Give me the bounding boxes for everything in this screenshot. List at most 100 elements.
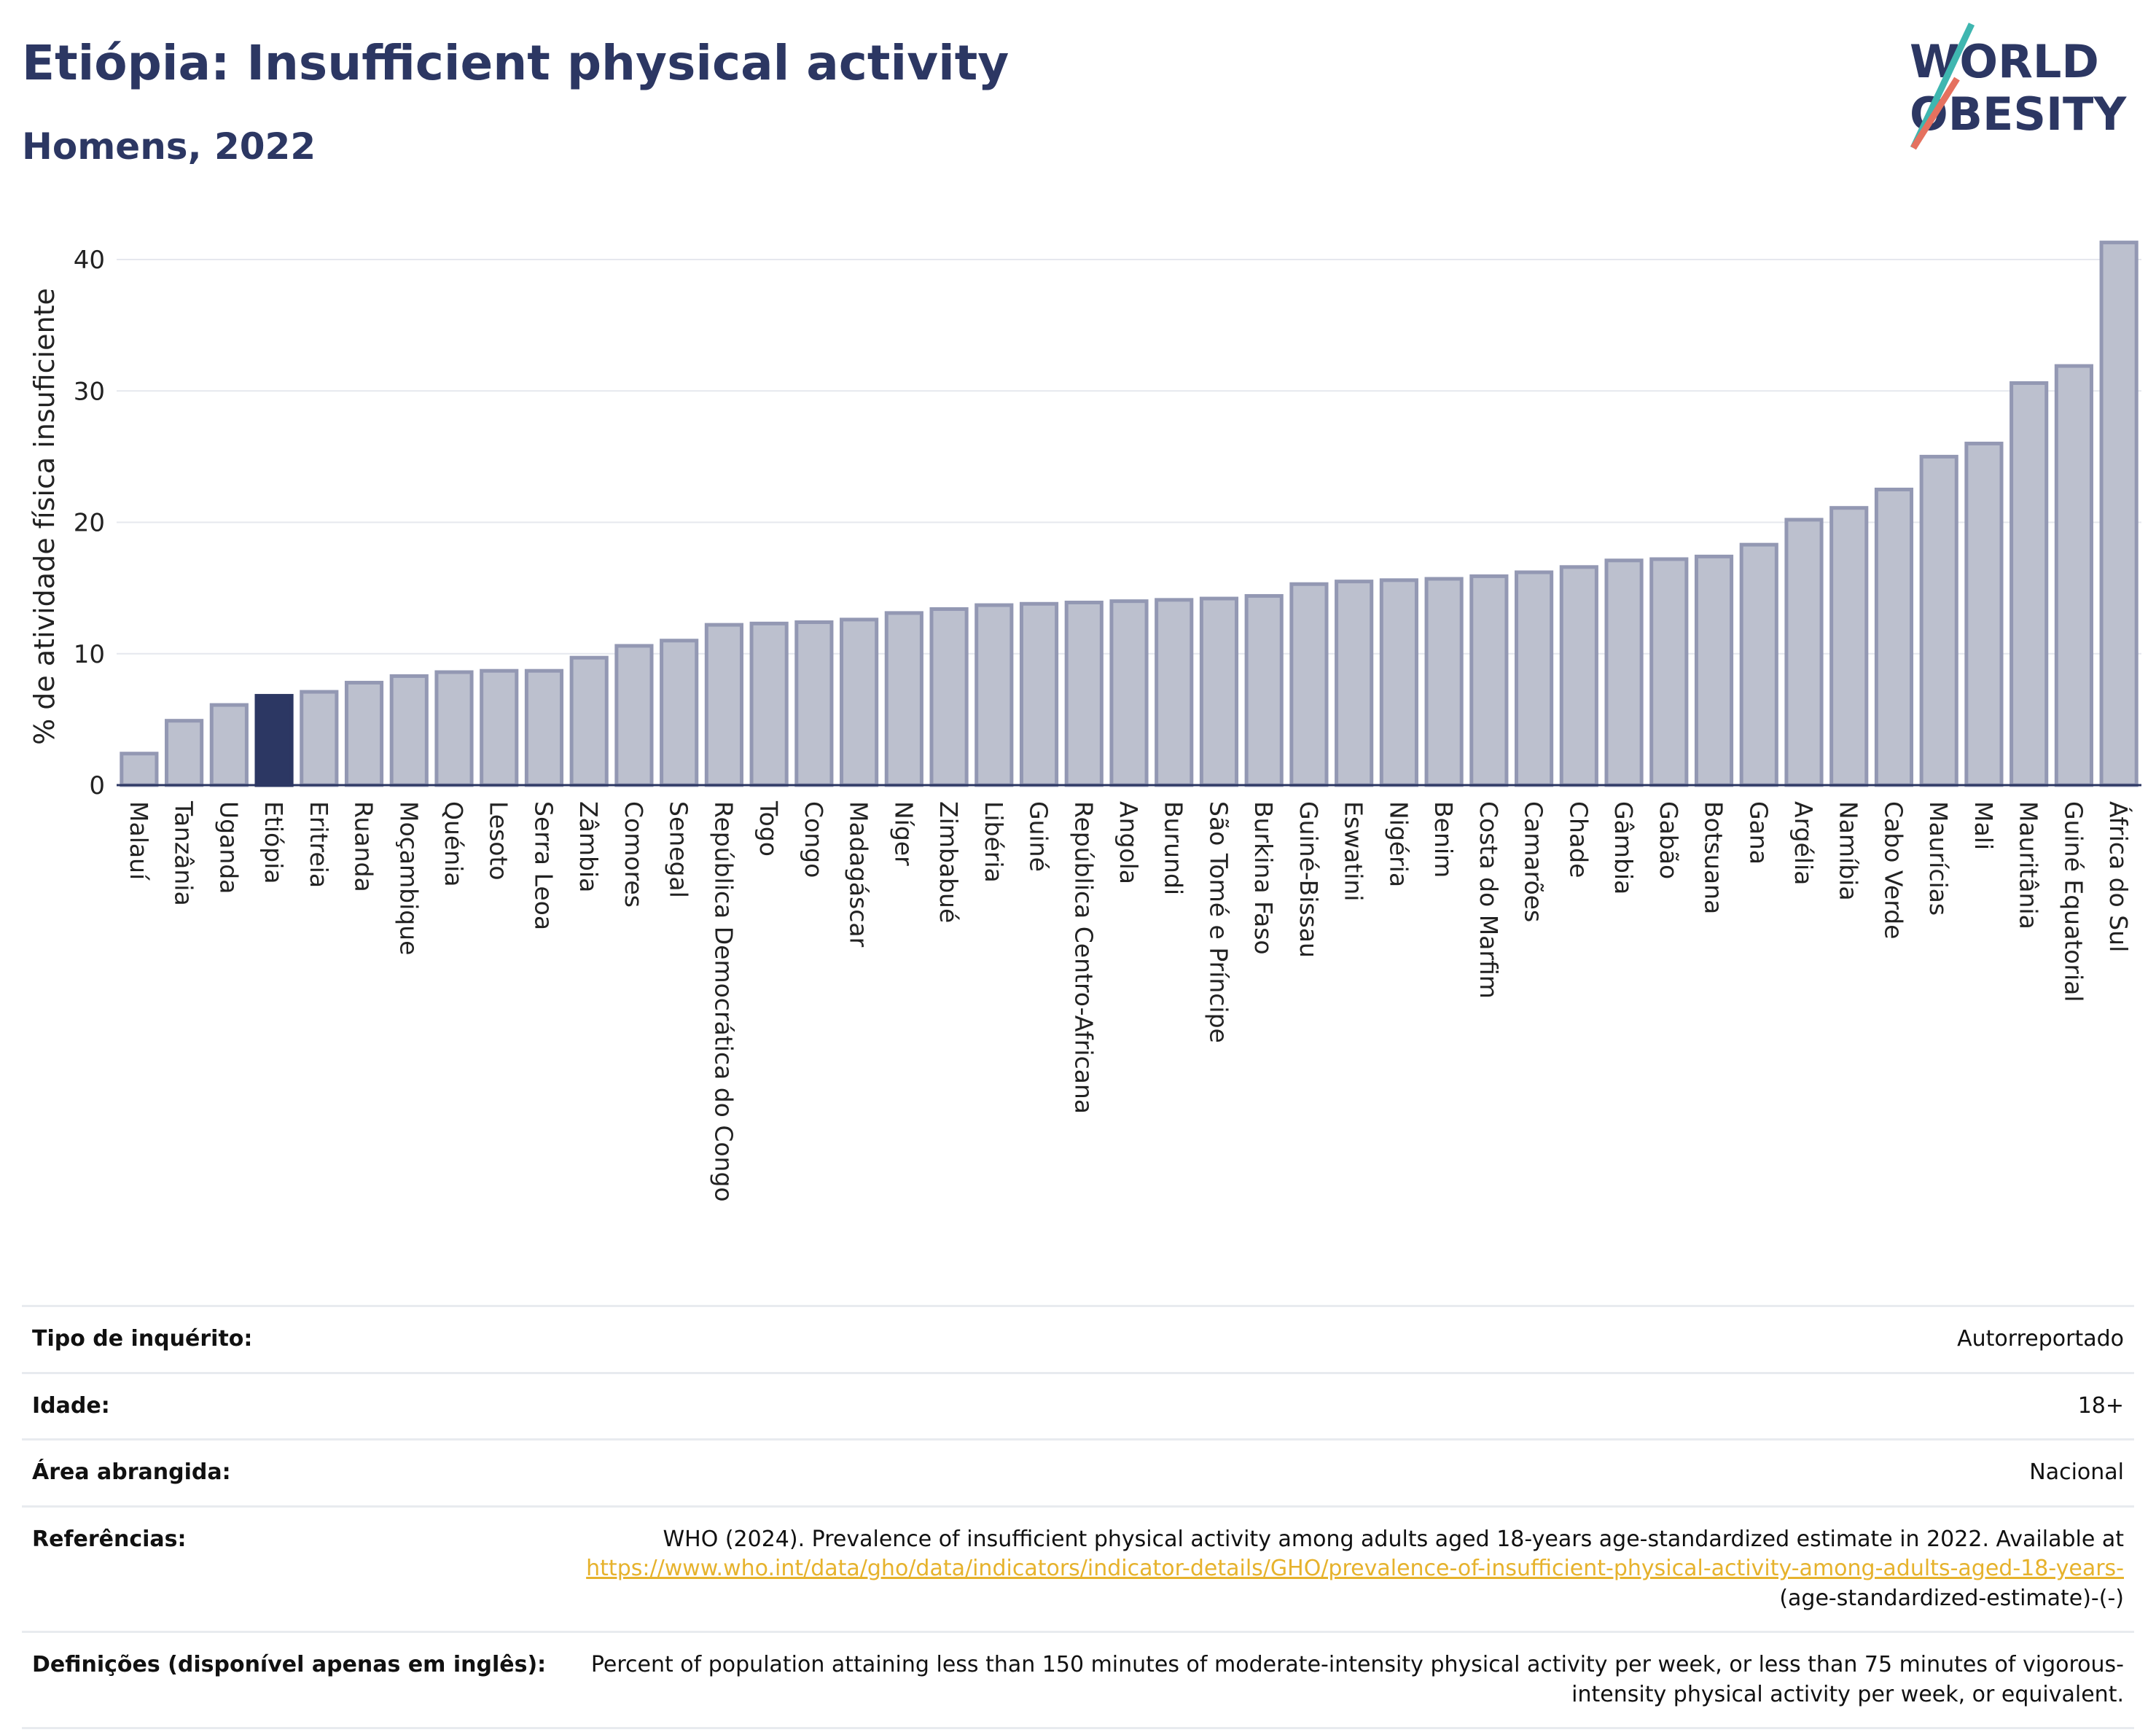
- bar: [524, 668, 564, 787]
- bar: [840, 617, 879, 787]
- info-label: Definições (disponível apenas em inglês)…: [22, 1631, 557, 1729]
- bar: [2099, 241, 2139, 787]
- x-tick-label: Gana: [1744, 801, 1773, 865]
- bar: [344, 680, 384, 787]
- x-tick-label: Lesoto: [485, 801, 513, 881]
- x-tick-label: Burundi: [1160, 801, 1188, 895]
- info-row-references: Referências: WHO (2024). Prevalence of i…: [22, 1505, 2134, 1632]
- bar: [120, 752, 159, 787]
- bar: [884, 611, 923, 787]
- x-tick-label: Gâmbia: [1609, 801, 1638, 894]
- x-tick-label: Gabão: [1655, 801, 1683, 879]
- x-tick-label: Madagáscar: [845, 801, 873, 948]
- bar: [1829, 506, 1869, 787]
- info-table: Tipo de inquérito: Autorreportado Idade:…: [22, 1305, 2134, 1729]
- y-tick-label: 20: [74, 509, 105, 538]
- x-tick-label: Chade: [1564, 801, 1593, 878]
- info-value: Nacional: [556, 1438, 2134, 1506]
- x-tick-label: República Democrática do Congo: [709, 801, 738, 1202]
- x-tick-label: Eritreia: [305, 801, 333, 888]
- bar: [1784, 518, 1824, 787]
- info-value: 18+: [556, 1371, 2134, 1440]
- x-tick-label: Argélia: [1789, 801, 1818, 885]
- bar: [1155, 598, 1194, 787]
- world-obesity-logo: WORLD OBESITY: [1910, 23, 2127, 150]
- info-label: Área abrangida:: [22, 1438, 557, 1506]
- x-tick-label: Ruanda: [350, 801, 378, 892]
- bar: [1649, 557, 1689, 787]
- bar: [660, 639, 699, 787]
- bar: [1964, 441, 2004, 787]
- bar: [929, 607, 969, 787]
- x-tick-label: Comores: [620, 801, 648, 908]
- x-tick-label: Angola: [1114, 801, 1143, 884]
- bar: [975, 603, 1014, 787]
- bar: [1379, 578, 1418, 787]
- bar: [1199, 596, 1239, 787]
- bar: [1019, 601, 1059, 787]
- page-subtitle: Homens, 2022: [22, 125, 316, 168]
- x-tick-label: Uganda: [214, 801, 243, 894]
- x-tick-label: Níger: [889, 801, 918, 866]
- x-tick-label: Senegal: [665, 801, 693, 898]
- bar: [794, 620, 834, 787]
- x-tick-label: Tanzânia: [170, 800, 198, 906]
- x-tick-label: África do Sul: [2104, 801, 2133, 952]
- bar: [254, 693, 294, 787]
- bar: [704, 623, 743, 787]
- bar: [165, 719, 204, 787]
- info-value: Autorreportado: [556, 1305, 2134, 1373]
- y-axis-label: % de atividade física insuficiente: [28, 288, 60, 745]
- bar: [1874, 487, 1914, 787]
- x-tick-label: Costa do Marfim: [1475, 801, 1503, 999]
- bar: [1335, 580, 1374, 787]
- x-tick-label: São Tomé e Príncipe: [1204, 801, 1233, 1043]
- x-tick-label: Cabo Verde: [1879, 801, 1907, 939]
- bar: [1424, 577, 1464, 787]
- y-tick-label: 40: [74, 246, 105, 275]
- y-axis-ticks: 0 10 20 30 40: [74, 246, 105, 800]
- bar: [2054, 364, 2093, 787]
- info-row-survey-type: Tipo de inquérito: Autorreportado: [22, 1305, 2134, 1373]
- x-tick-label: Malauí: [125, 801, 153, 881]
- info-value: WHO (2024). Prevalence of insufficient p…: [556, 1505, 2134, 1632]
- bar: [434, 670, 474, 787]
- bar: [1064, 600, 1104, 787]
- x-tick-label: Mali: [1969, 801, 1998, 850]
- x-tick-label: Moçambique: [394, 801, 423, 955]
- y-tick-label: 30: [74, 377, 105, 406]
- x-tick-label: Guiné Equatorial: [2059, 801, 2087, 1002]
- info-row-age: Idade: 18+: [22, 1371, 2134, 1440]
- x-tick-label: Serra Leoa: [529, 801, 558, 930]
- x-tick-label: Namíbia: [1835, 801, 1863, 901]
- x-tick-label: Mauritânia: [2015, 801, 2043, 929]
- x-tick-label: Burkina Faso: [1249, 801, 1278, 955]
- bar: [2009, 381, 2049, 787]
- x-tick-label: Quénia: [440, 801, 468, 887]
- bar: [1289, 582, 1329, 787]
- x-tick-label: Botsuana: [1700, 801, 1728, 914]
- reference-text: WHO (2024). Prevalence of insufficient p…: [663, 1526, 2124, 1552]
- x-tick-label: Etiópia: [259, 801, 288, 884]
- bar: [1469, 574, 1509, 787]
- bar: [1109, 599, 1149, 787]
- logo-slash-bottom: [1910, 77, 1960, 150]
- info-label: Idade:: [22, 1371, 557, 1440]
- bars: [120, 241, 2139, 787]
- x-tick-label: República Centro-Africana: [1069, 801, 1098, 1114]
- bar: [614, 644, 654, 787]
- reference-link[interactable]: https://www.who.int/data/gho/data/indica…: [586, 1556, 2124, 1581]
- info-label: Tipo de inquérito:: [22, 1305, 557, 1373]
- x-tick-label: Libéria: [980, 801, 1008, 883]
- bar: [1694, 554, 1734, 787]
- bar-chart: 0 10 20 30 40 Malauí Tanzânia Uganda Etiópia Eri…: [28, 241, 2141, 1202]
- bar: [1244, 593, 1284, 787]
- x-tick-label: Togo: [754, 800, 783, 857]
- info-row-area: Área abrangida: Nacional: [22, 1438, 2134, 1506]
- bar: [1739, 542, 1778, 787]
- x-tick-label: Maurícias: [1924, 801, 1953, 916]
- info-label: Referências:: [22, 1505, 557, 1632]
- x-tick-label: Zâmbia: [574, 801, 603, 892]
- bar: [209, 703, 249, 787]
- x-tick-label: Nigéria: [1384, 801, 1413, 887]
